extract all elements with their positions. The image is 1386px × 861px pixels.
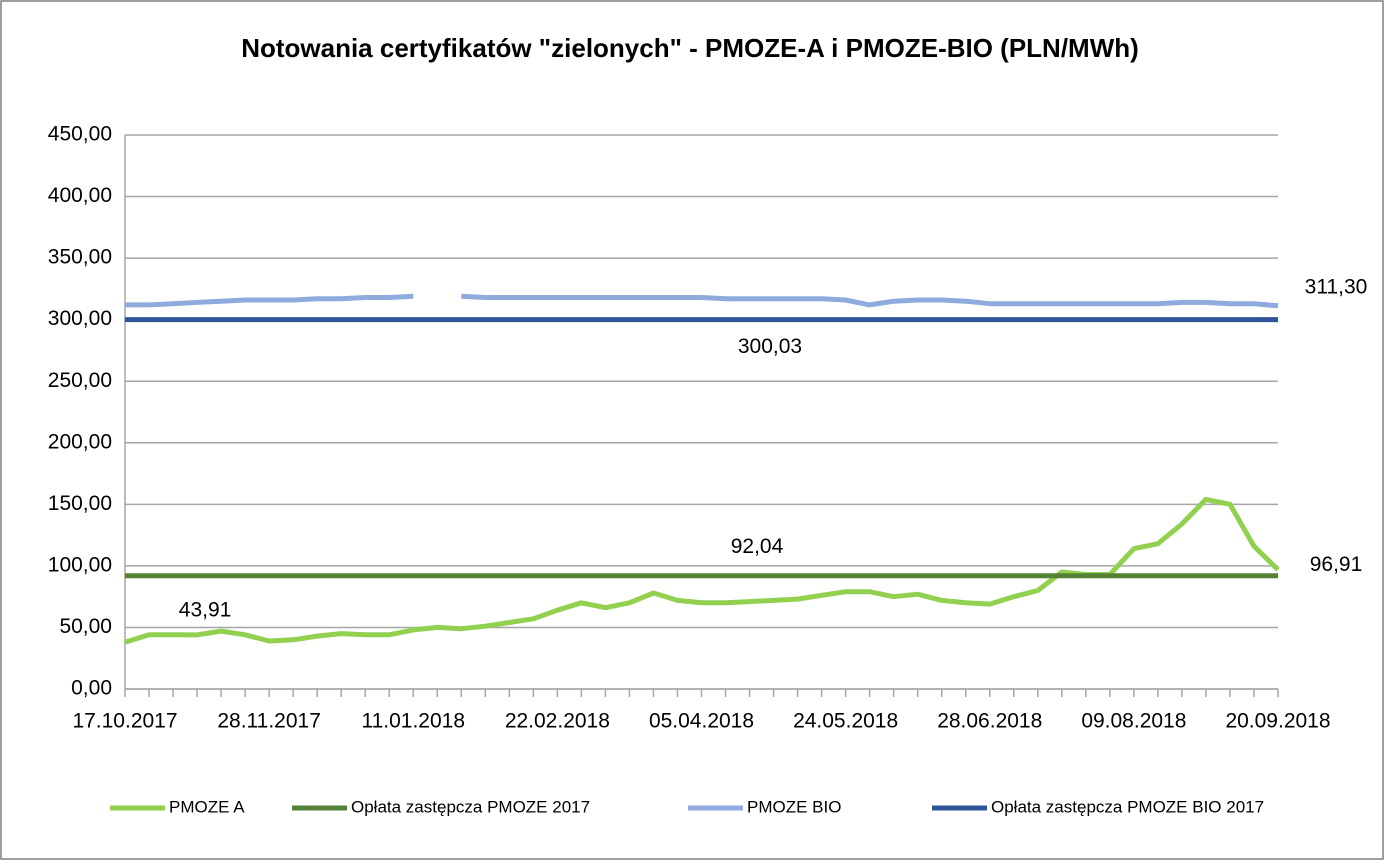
y-tick-label: 100,00 xyxy=(48,553,112,576)
y-tick-label: 300,00 xyxy=(48,307,112,330)
x-tick-label: 09.08.2018 xyxy=(1081,710,1186,733)
legend-label: PMOZE A xyxy=(169,797,245,816)
x-tick-label: 05.04.2018 xyxy=(649,710,754,733)
chart-title: Notowania certyfikatów "zielonych" - PMO… xyxy=(241,33,1139,63)
y-tick-label: 250,00 xyxy=(48,369,112,392)
data-label: 96,91 xyxy=(1310,553,1363,576)
y-tick-label: 450,00 xyxy=(48,123,112,146)
x-tick-label: 20.09.2018 xyxy=(1225,710,1330,733)
data-label: 43,91 xyxy=(179,598,232,621)
data-label: 300,03 xyxy=(738,335,802,358)
series-line xyxy=(125,293,1279,309)
x-tick-label: 17.10.2017 xyxy=(72,710,177,733)
data-label: 311,30 xyxy=(1305,275,1368,298)
y-tick-label: 200,00 xyxy=(48,430,112,453)
y-tick-label: 150,00 xyxy=(48,492,112,515)
x-tick-label: 11.01.2018 xyxy=(361,710,465,733)
x-tick-label: 24.05.2018 xyxy=(793,710,898,733)
y-tick-label: 400,00 xyxy=(48,184,112,207)
y-tick-label: 0,00 xyxy=(71,677,112,700)
legend-label: Opłata zastępcza PMOZE BIO 2017 xyxy=(991,797,1264,816)
legend-label: PMOZE BIO xyxy=(747,797,841,816)
y-tick-label: 50,00 xyxy=(59,615,112,638)
legend-label: Opłata zastępcza PMOZE 2017 xyxy=(351,797,590,816)
data-label: 92,04 xyxy=(731,535,784,558)
x-tick-label: 22.02.2018 xyxy=(505,710,610,733)
y-tick-label: 350,00 xyxy=(48,246,112,269)
x-tick-label: 28.11.2017 xyxy=(217,710,321,733)
x-tick-label: 28.06.2018 xyxy=(937,710,1042,733)
